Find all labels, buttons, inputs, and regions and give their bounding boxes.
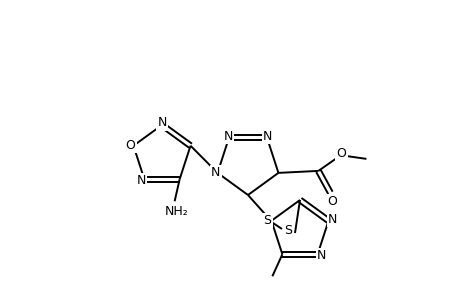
Text: N: N (223, 130, 232, 142)
Text: N: N (136, 174, 146, 187)
Text: S: S (263, 214, 271, 227)
Text: S: S (283, 224, 291, 238)
Text: N: N (327, 213, 336, 226)
Text: O: O (125, 139, 135, 152)
Text: N: N (263, 130, 272, 142)
Text: O: O (327, 195, 336, 208)
Text: NH₂: NH₂ (164, 205, 188, 218)
Text: N: N (316, 249, 325, 262)
Text: O: O (336, 147, 346, 161)
Text: N: N (157, 116, 166, 130)
Text: N: N (210, 167, 220, 179)
